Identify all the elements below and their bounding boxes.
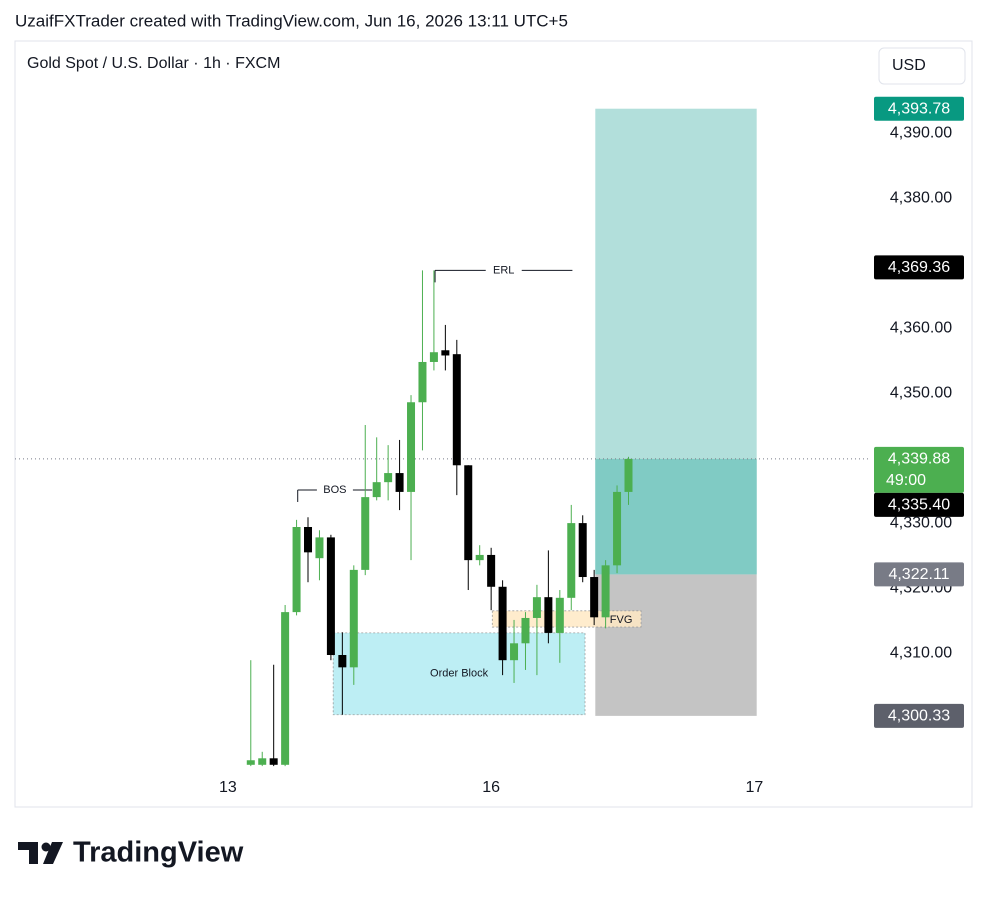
candle-body bbox=[429, 352, 438, 362]
chart-title: Gold Spot / U.S. Dollar · 1h · FXCM bbox=[27, 55, 280, 72]
candle-body bbox=[441, 350, 450, 356]
plot: Order BlockFVGERLBOS4,310.004,320.004,33… bbox=[15, 96, 964, 796]
candle-body bbox=[372, 482, 381, 498]
candle-body bbox=[269, 758, 278, 765]
candle-body bbox=[246, 760, 255, 765]
price-badge bbox=[874, 446, 964, 493]
price-badge-label: 4,369.36 bbox=[888, 259, 950, 276]
candle-body bbox=[510, 643, 519, 661]
price-badge-label: 4,300.33 bbox=[888, 708, 950, 725]
brand: TradingView bbox=[73, 837, 244, 869]
x-tick-label: 13 bbox=[219, 779, 237, 796]
price-badge-label: 4,393.78 bbox=[888, 100, 950, 117]
candle-body bbox=[292, 527, 301, 613]
candle-body bbox=[498, 586, 507, 661]
currency-button[interactable] bbox=[878, 47, 966, 85]
candle-body bbox=[395, 473, 404, 492]
candle-body bbox=[418, 361, 427, 403]
candle-body bbox=[361, 497, 370, 570]
candle-body bbox=[407, 402, 416, 492]
candle-body bbox=[349, 569, 358, 668]
annotation-label: BOS bbox=[323, 484, 346, 496]
profit-overlap bbox=[595, 458, 757, 575]
price-badge bbox=[874, 96, 964, 121]
logo-mark bbox=[18, 842, 38, 864]
zone bbox=[332, 632, 586, 716]
candle-body bbox=[384, 473, 393, 483]
candle-body bbox=[258, 758, 267, 765]
price-badge-label: 4,335.40 bbox=[888, 497, 950, 514]
price-badge bbox=[874, 255, 964, 280]
logo: TradingView bbox=[18, 837, 244, 869]
logo-mark bbox=[41, 842, 51, 852]
candle-body bbox=[521, 617, 530, 644]
y-tick-label: 4,390.00 bbox=[890, 124, 952, 141]
candle-body bbox=[532, 597, 541, 618]
zone-label: FVG bbox=[610, 614, 633, 626]
candle-body bbox=[315, 537, 324, 559]
zone-label: Order Block bbox=[430, 668, 489, 680]
candle-body bbox=[555, 597, 564, 633]
stop-zone bbox=[595, 574, 757, 716]
y-tick-label: 4,330.00 bbox=[890, 514, 952, 531]
y-tick-label: 4,310.00 bbox=[890, 644, 952, 661]
candle-body bbox=[624, 458, 633, 492]
annotation-label: ERL bbox=[493, 264, 514, 276]
candle-body bbox=[487, 554, 496, 587]
candle-body bbox=[590, 577, 599, 618]
y-tick-label: 4,350.00 bbox=[890, 384, 952, 401]
candle-body bbox=[567, 523, 576, 598]
header-title: UzaifFXTrader created with TradingView.c… bbox=[15, 11, 568, 30]
logo-mark bbox=[43, 842, 63, 864]
candle-body bbox=[452, 354, 461, 466]
candle-body bbox=[544, 597, 553, 633]
price-badge-label: 4,339.88 bbox=[888, 451, 950, 468]
x-tick-label: 17 bbox=[745, 779, 763, 796]
price-badge-sublabel: 49:00 bbox=[886, 472, 926, 489]
y-tick-label: 4,360.00 bbox=[890, 319, 952, 336]
price-badge-label: 4,322.11 bbox=[888, 566, 949, 583]
candle-body bbox=[338, 654, 347, 668]
price-badge bbox=[874, 492, 964, 517]
currency[interactable]: USD bbox=[892, 57, 926, 74]
y-tick-label: 4,380.00 bbox=[890, 189, 952, 206]
x-tick-label: 16 bbox=[482, 779, 500, 796]
candle-body bbox=[464, 465, 473, 561]
candle-body bbox=[578, 523, 587, 578]
candle-body bbox=[613, 491, 622, 566]
candle-body bbox=[475, 554, 484, 561]
candle-body bbox=[281, 612, 290, 765]
candle-body bbox=[601, 565, 610, 618]
price-badge bbox=[874, 562, 964, 587]
candle-body bbox=[326, 537, 335, 655]
price-badge bbox=[874, 703, 964, 728]
candle-body bbox=[304, 527, 313, 553]
